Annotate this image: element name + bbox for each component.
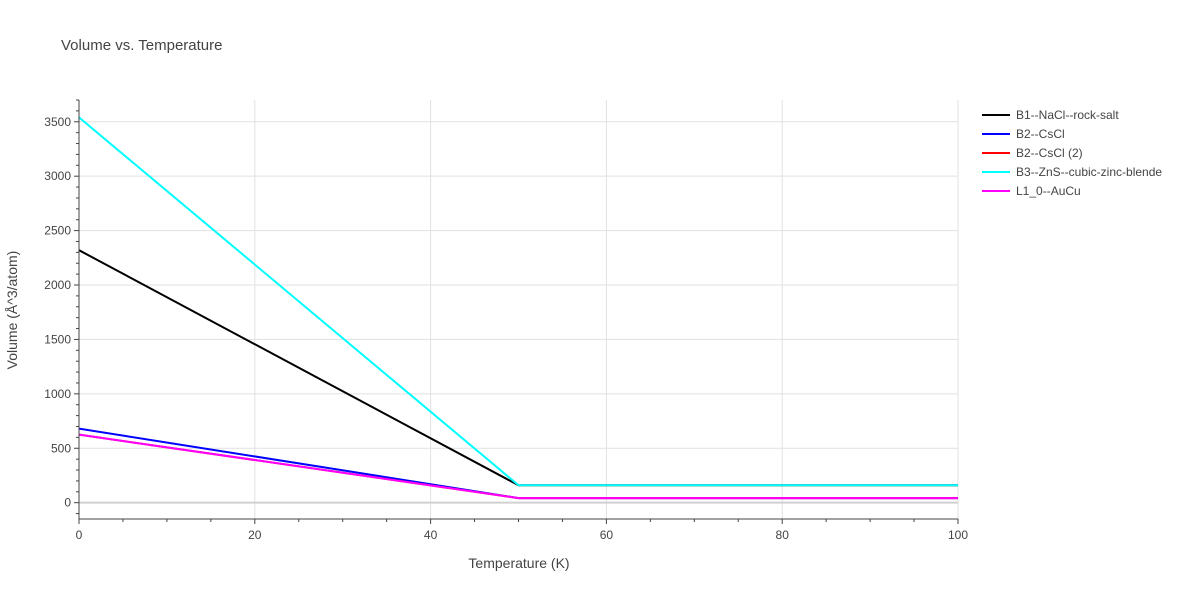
x-tick-label: 20	[248, 528, 262, 542]
legend-item[interactable]: B3--ZnS--cubic-zinc-blende	[982, 165, 1162, 179]
x-tick-label: 60	[600, 528, 614, 542]
legend-item[interactable]: L1_0--AuCu	[982, 184, 1081, 198]
y-tick-label: 3500	[44, 115, 71, 129]
axes	[74, 99, 959, 524]
legend[interactable]: B1--NaCl--rock-salt B2--CsCl B2--CsCl (2) B…	[982, 108, 1162, 198]
series-line	[78, 433, 958, 500]
x-tick-label: 80	[776, 528, 790, 542]
chart-title: Volume vs. Temperature	[61, 37, 222, 54]
series-line	[78, 427, 958, 500]
y-tick-label: 1000	[44, 387, 71, 401]
legend-item[interactable]: B2--CsCl	[982, 127, 1065, 141]
y-tick-label: 3000	[44, 169, 71, 183]
series-layer	[78, 116, 958, 500]
y-tick-label: 2500	[44, 224, 71, 238]
y-tick-label: 0	[64, 496, 71, 510]
x-tick-label: 40	[424, 528, 438, 542]
y-tick-label: 500	[51, 441, 71, 455]
y-tick-label: 1500	[44, 332, 71, 346]
x-tick-label: 0	[76, 528, 83, 542]
x-tick-labels: 0 20 40 60 80 100	[76, 528, 969, 542]
legend-item[interactable]: B1--NaCl--rock-salt	[982, 108, 1119, 122]
legend-label: B1--NaCl--rock-salt	[1016, 108, 1119, 122]
legend-label: B2--CsCl	[1016, 127, 1065, 141]
y-axis-title: Volume (Å^3/atom)	[4, 251, 20, 370]
legend-label: B3--ZnS--cubic-zinc-blende	[1016, 165, 1162, 179]
y-tick-labels: 0 500 1000 1500 2000 2500 3000 3500	[44, 115, 71, 510]
grid	[79, 100, 959, 519]
legend-label: B2--CsCl (2)	[1016, 146, 1083, 160]
series-line	[78, 116, 958, 487]
x-axis-title: Temperature (K)	[468, 555, 569, 571]
legend-label: L1_0--AuCu	[1016, 184, 1081, 198]
y-tick-label: 2000	[44, 278, 71, 292]
legend-item[interactable]: B2--CsCl (2)	[982, 146, 1083, 160]
x-tick-label: 100	[948, 528, 968, 542]
series-line	[78, 433, 958, 500]
